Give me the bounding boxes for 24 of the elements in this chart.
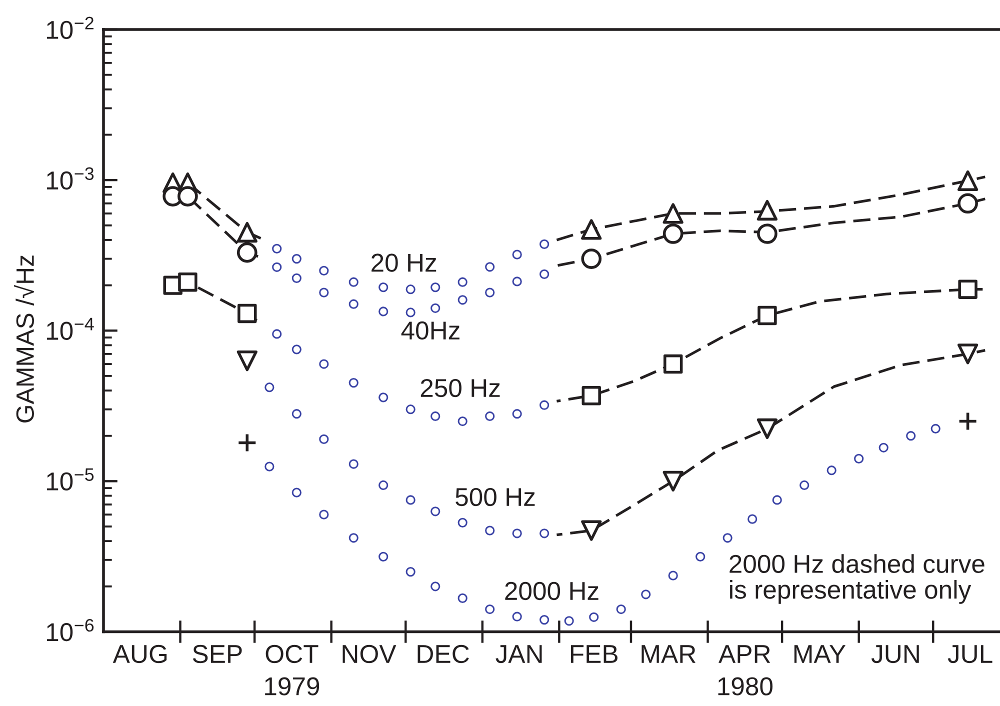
x-tick-label: JUN	[871, 645, 919, 664]
x-tick-label: NOV	[342, 644, 396, 664]
annotation: 2000 Hz	[505, 582, 598, 600]
y-tick-label: 10$^{−6}$	[47, 618, 94, 642]
y-tick-label: 10$^{−5}$	[47, 468, 94, 491]
x-tick-label: JUL	[948, 645, 992, 664]
annotation: 40Hz	[401, 321, 460, 340]
x-tick-label: MAY	[794, 645, 846, 663]
x-tick-label: DEC	[418, 644, 469, 664]
y-tick-label: 10$^{−4}$	[47, 318, 94, 340]
annotation: 250 Hz	[420, 378, 500, 398]
y-axis-title: GAMMAS /√Hz	[14, 256, 34, 422]
annotation: 500 Hz	[456, 488, 535, 506]
x-tick-label: JAN	[496, 645, 542, 664]
x-tick-label: AUG	[112, 644, 167, 664]
annotation: 2000 Hz dashed curve is representative only	[730, 554, 984, 604]
x-tick-label: APR 1980	[718, 645, 772, 696]
x-tick-label: SEP	[192, 644, 242, 664]
y-tick-label: 10$^{−3}$	[47, 167, 94, 190]
annotation: 20 Hz	[372, 254, 436, 272]
x-tick-label: MAR	[642, 645, 696, 663]
x-tick-label: OCT 1979	[265, 644, 320, 696]
y-tick-label: 10$^{−2}$	[47, 16, 94, 40]
x-tick-label: FEB	[570, 645, 618, 663]
